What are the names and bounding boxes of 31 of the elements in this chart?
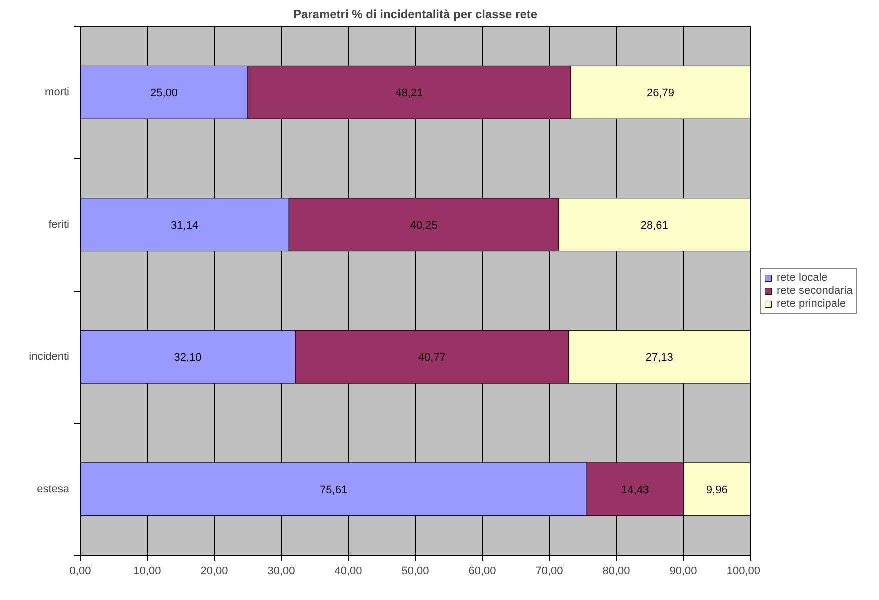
data-label: 9,96 [706, 484, 728, 496]
data-label: 48,21 [396, 88, 424, 100]
data-label: 14,43 [622, 484, 650, 496]
y-tick-label: incidenti [29, 351, 70, 364]
x-tick-label: 90,00 [670, 566, 698, 578]
y-tick-label: feriti [48, 218, 70, 231]
y-tick-label: morti [45, 86, 70, 99]
x-tick-label: 100,00 [726, 566, 761, 578]
data-label: 75,61 [320, 484, 348, 496]
data-label: 31,14 [171, 220, 199, 232]
data-label: 27,13 [646, 352, 674, 364]
x-tick-label: 20,00 [200, 566, 228, 578]
data-label: 28,61 [640, 220, 668, 232]
x-tick-label: 30,00 [268, 566, 296, 578]
x-tick-label: 60,00 [468, 566, 496, 578]
data-label: 40,25 [410, 220, 438, 232]
x-tick-label: 70,00 [536, 566, 564, 578]
legend-label: rete locale [777, 272, 828, 284]
x-tick-label: 10,00 [134, 566, 162, 578]
x-tick-label: 0,00 [70, 566, 92, 578]
legend-label: rete secondaria [777, 284, 853, 296]
data-label: 25,00 [150, 88, 178, 100]
legend-label: rete principale [777, 298, 846, 310]
data-label: 32,10 [174, 352, 202, 364]
chart-title: Parametri % di incidentalità per classe rete [293, 8, 538, 22]
x-tick-label: 40,00 [334, 566, 362, 578]
data-label: 26,79 [646, 88, 675, 100]
x-tick-label: 80,00 [602, 566, 630, 578]
data-label: 40,77 [418, 352, 446, 364]
y-tick-label: estesa [37, 483, 70, 496]
x-tick-label: 50,00 [402, 566, 430, 578]
